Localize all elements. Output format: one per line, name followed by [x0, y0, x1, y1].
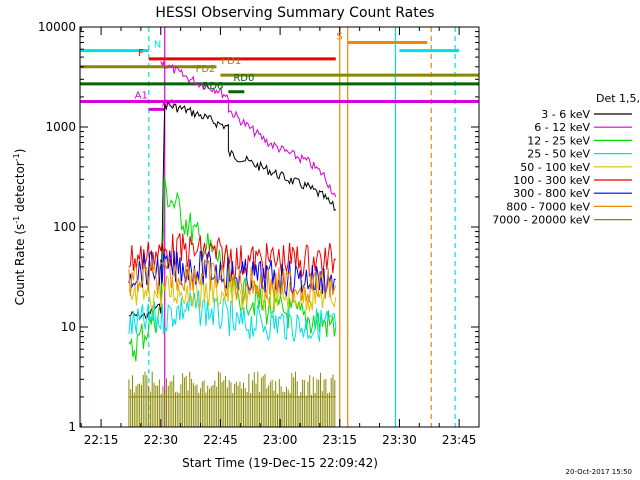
legend-title: Det 1,5,7: [596, 92, 640, 105]
legend-label: 300 - 800 keV: [513, 187, 590, 200]
x-tick-label: 22:45: [203, 433, 238, 447]
x-tick-label: 23:45: [442, 433, 477, 447]
legend-label: 3 - 6 keV: [541, 108, 590, 121]
flag-label-a0: A0: [162, 98, 175, 109]
y-tick-label: 100: [53, 220, 76, 234]
y-tick-label: 10: [61, 320, 76, 334]
series-line: [128, 249, 336, 298]
x-axis-label: Start Time (19-Dec-15 22:09:42): [182, 456, 378, 470]
legend-label: 50 - 100 keV: [520, 161, 590, 174]
x-tick-label: 23:30: [382, 433, 417, 447]
series-line: [128, 258, 337, 304]
y-axis-label: Count Rate (s-1 detector-1): [12, 149, 27, 306]
flag-label-n: N: [154, 40, 161, 51]
flag-label-fd2: FD2: [196, 64, 216, 75]
footer-timestamp: 20-Oct-2017 15:50: [566, 468, 632, 476]
legend-label: 100 - 300 keV: [513, 174, 590, 187]
legend-label: 12 - 25 keV: [527, 134, 590, 147]
flag-label-rd0: RD0: [233, 73, 254, 84]
series-line: [160, 60, 337, 198]
chart-title: HESSI Observing Summary Count Rates: [155, 5, 434, 21]
x-tick-label: 23:15: [322, 433, 357, 447]
flag-label-f: F: [138, 48, 144, 59]
legend-label: 25 - 50 keV: [527, 148, 590, 161]
legend-label: 6 - 12 keV: [534, 121, 590, 134]
series-line: [128, 233, 337, 281]
x-tick-label: 23:00: [263, 433, 298, 447]
y-tick-label: 10000: [38, 20, 76, 34]
flag-label-fd1: FD1: [221, 56, 241, 67]
y-tick-label: 1: [68, 420, 76, 434]
flag-label-a1: A1: [135, 90, 148, 101]
x-tick-label: 22:30: [143, 433, 178, 447]
flag-label-rd6: RD6: [202, 81, 223, 92]
flag-label-s: S: [336, 31, 342, 42]
legend-label: 800 - 7000 keV: [506, 200, 590, 213]
y-tick-label: 1000: [45, 120, 76, 134]
series-line: [128, 100, 337, 321]
legend-label: 7000 - 20000 keV: [492, 214, 590, 227]
x-tick-label: 22:15: [84, 433, 119, 447]
plot-frame: [79, 26, 480, 428]
